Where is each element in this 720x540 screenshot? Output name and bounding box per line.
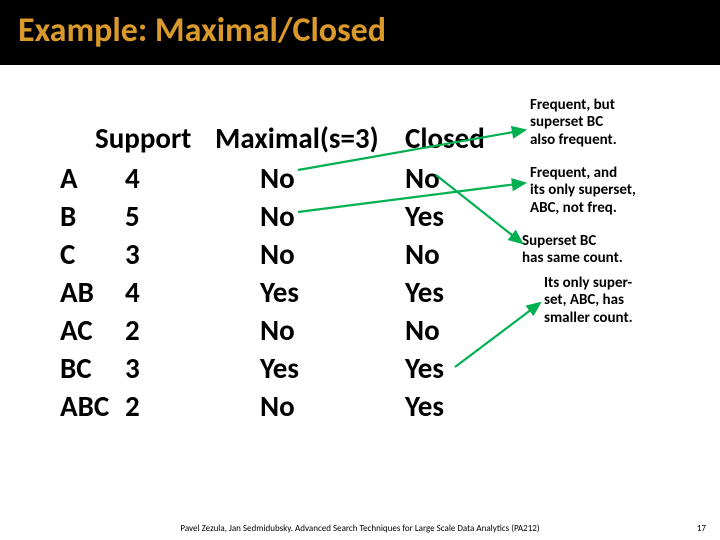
cell-itemset: C [60,236,75,272]
annotation: Frequent, butsuperset BCalso frequent. [530,97,617,149]
cell-maximal: No [260,160,295,196]
annotation: Its only super-set, ABC, hassmaller coun… [544,275,633,327]
cell-itemset: B [60,198,76,234]
slide-content: Support Maximal(s=3) Closed A4NoNoB5NoYe… [0,65,720,525]
cell-maximal: No [260,312,295,348]
arrow [436,175,522,243]
cell-support: 3 [125,350,140,386]
cell-support: 5 [125,198,140,234]
cell-support: 4 [125,274,140,310]
cell-maximal: Yes [260,350,299,386]
cell-maximal: No [260,236,295,272]
cell-closed: Yes [405,388,444,424]
title-bar: Example: Maximal/Closed [0,0,720,65]
cell-support: 2 [125,388,140,424]
cell-maximal: No [260,388,295,424]
cell-support: 3 [125,236,140,272]
cell-closed: Yes [405,274,444,310]
cell-support: 2 [125,312,140,348]
slide-title: Example: Maximal/Closed [18,10,702,51]
cell-maximal: No [260,198,295,234]
col-header-support: Support [95,120,191,156]
cell-closed: Yes [405,350,444,386]
footer-text: Pavel Zezula, Jan Sedmidubsky. Advanced … [0,523,720,534]
cell-itemset: AC [60,312,93,348]
cell-itemset: A [60,160,78,196]
page-number: 17 [697,523,706,534]
cell-closed: No [405,236,440,272]
col-header-closed: Closed [405,120,485,156]
arrow [455,303,540,367]
cell-itemset: ABC [60,388,109,424]
cell-closed: No [405,160,440,196]
cell-itemset: BC [60,350,92,386]
cell-maximal: Yes [260,274,299,310]
annotation: Superset BChas same count. [522,233,623,268]
cell-support: 4 [125,160,140,196]
cell-closed: Yes [405,198,444,234]
cell-closed: No [405,312,440,348]
annotation: Frequent, andits only superset,ABC, not … [530,165,636,217]
col-header-maximal: Maximal(s=3) [215,120,379,156]
cell-itemset: AB [60,274,94,310]
